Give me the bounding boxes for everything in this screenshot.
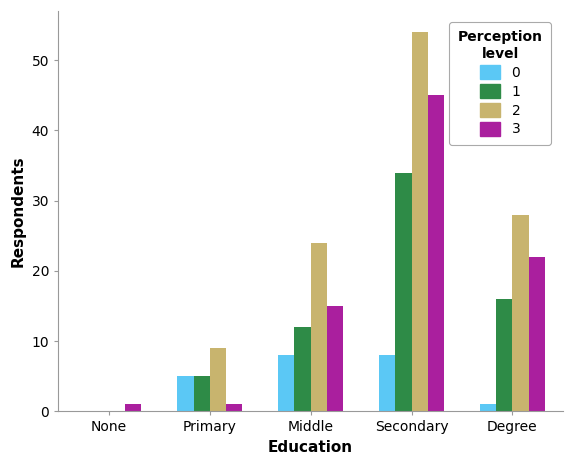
- Y-axis label: Respondents: Respondents: [11, 155, 26, 267]
- Bar: [412, 32, 428, 411]
- Bar: [226, 404, 242, 411]
- Bar: [327, 306, 343, 411]
- Bar: [379, 355, 395, 411]
- Bar: [513, 215, 529, 411]
- Bar: [428, 96, 444, 411]
- Bar: [529, 257, 545, 411]
- Bar: [395, 172, 412, 411]
- Bar: [210, 348, 226, 411]
- X-axis label: Education: Education: [268, 440, 353, 455]
- Bar: [311, 243, 327, 411]
- Bar: [193, 376, 210, 411]
- Bar: [480, 404, 497, 411]
- Legend: 0, 1, 2, 3: 0, 1, 2, 3: [449, 22, 551, 145]
- Bar: [278, 355, 294, 411]
- Bar: [125, 404, 141, 411]
- Bar: [497, 299, 513, 411]
- Bar: [177, 376, 193, 411]
- Bar: [294, 327, 311, 411]
